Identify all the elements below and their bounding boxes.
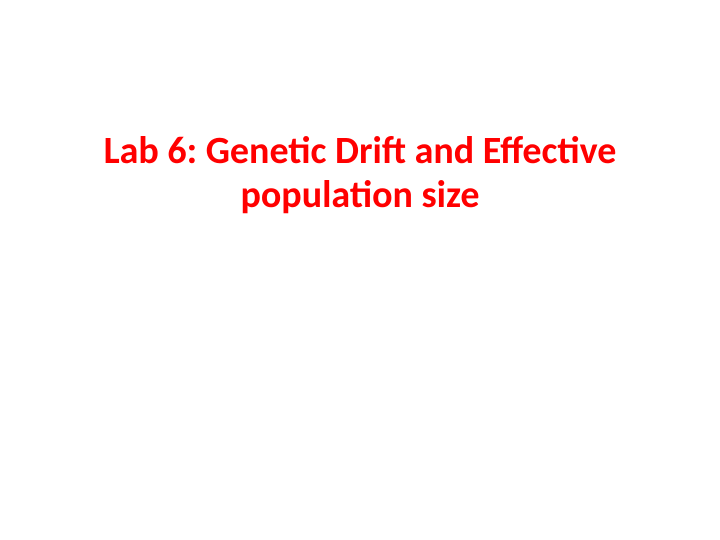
slide-title: Lab 6: Genetic Drift and Effective popul…	[40, 130, 680, 217]
slide-container: Lab 6: Genetic Drift and Effective popul…	[0, 0, 720, 540]
